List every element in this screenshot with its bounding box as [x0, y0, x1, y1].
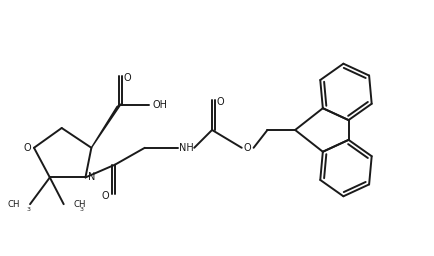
Text: O: O [123, 72, 131, 82]
Text: O: O [102, 191, 109, 201]
Text: O: O [23, 143, 31, 153]
Text: OH: OH [152, 100, 167, 110]
Text: N: N [88, 173, 95, 183]
Text: 3: 3 [79, 207, 83, 212]
Text: CH: CH [74, 200, 86, 209]
Text: CH: CH [8, 200, 20, 209]
Polygon shape [92, 104, 121, 148]
Text: 3: 3 [26, 207, 30, 212]
Text: O: O [216, 97, 224, 107]
Text: O: O [244, 143, 251, 153]
Text: NH: NH [179, 143, 194, 153]
